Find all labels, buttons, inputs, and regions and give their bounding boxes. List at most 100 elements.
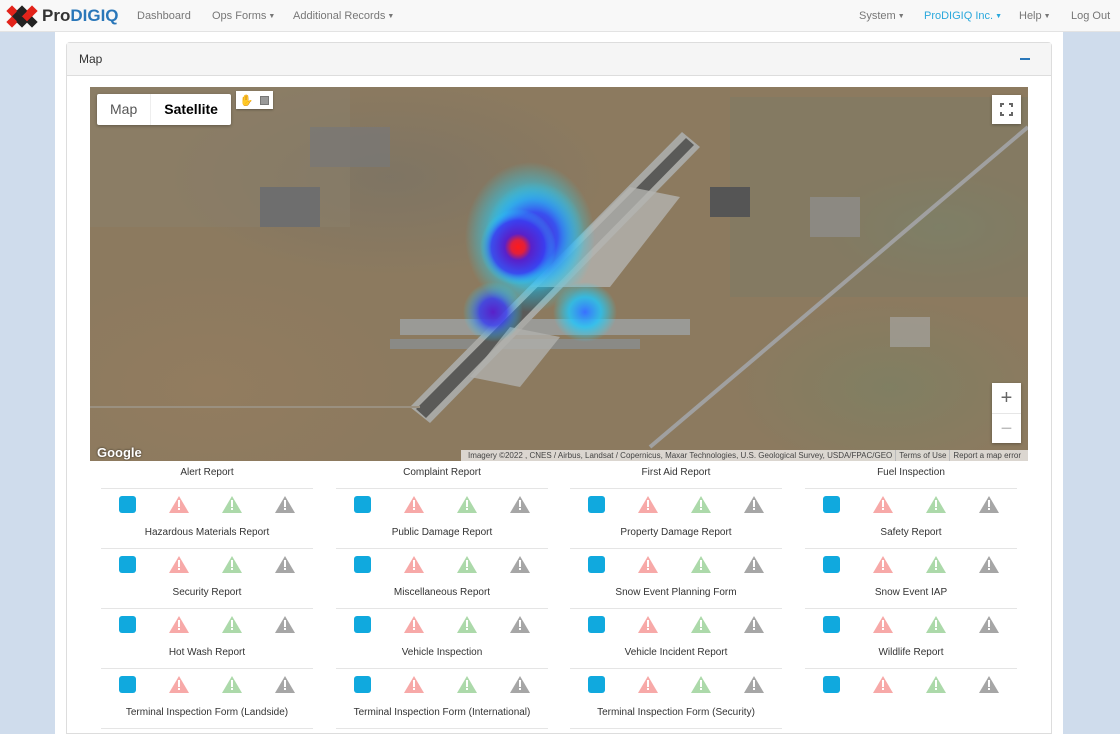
hangar — [710, 187, 750, 217]
divider — [336, 548, 548, 549]
map-type-map[interactable]: Map — [110, 101, 138, 117]
blue-square-icon[interactable] — [588, 675, 605, 693]
report-name: Terminal Inspection Form (International) — [353, 707, 531, 718]
terms-link[interactable]: Terms of Use — [896, 450, 951, 461]
report-icon-row — [805, 614, 1017, 634]
caret-down-icon: ▼ — [1043, 13, 1051, 20]
green-warning-icon[interactable] — [926, 675, 946, 693]
red-warning-icon[interactable] — [169, 555, 189, 573]
report-error-link[interactable]: Report a map error — [953, 451, 1021, 460]
taxiway — [400, 319, 690, 335]
green-warning-icon[interactable] — [691, 615, 711, 633]
red-warning-icon[interactable] — [638, 615, 658, 633]
gray-warning-icon[interactable] — [510, 495, 530, 513]
blue-square-icon[interactable] — [823, 495, 840, 513]
prodigiq-logo[interactable]: ProDIGIQ — [6, 5, 119, 28]
red-warning-icon[interactable] — [169, 495, 189, 513]
red-warning-icon[interactable] — [873, 615, 893, 633]
red-warning-icon[interactable] — [638, 495, 658, 513]
fullscreen-button[interactable] — [992, 95, 1021, 124]
gray-warning-icon[interactable] — [275, 495, 295, 513]
gray-warning-icon[interactable] — [744, 555, 764, 573]
nav-company[interactable]: ProDIGIQ Inc. ▼ — [924, 10, 1003, 22]
report-name: Wildlife Report — [878, 647, 944, 658]
green-warning-icon[interactable] — [457, 675, 477, 693]
red-warning-icon[interactable] — [169, 615, 189, 633]
blue-square-icon[interactable] — [588, 615, 605, 633]
nav-ops-forms[interactable]: Ops Forms ▼ — [212, 10, 276, 22]
red-warning-icon[interactable] — [873, 555, 893, 573]
red-warning-icon[interactable] — [638, 555, 658, 573]
red-warning-icon[interactable] — [404, 615, 424, 633]
red-warning-icon[interactable] — [873, 675, 893, 693]
gray-warning-icon[interactable] — [979, 555, 999, 573]
imagery-credit: Imagery ©2022 , CNES / Airbus, Landsat /… — [465, 450, 897, 461]
google-logo: Google — [97, 445, 142, 460]
zoom-in-button[interactable]: + — [1000, 387, 1013, 409]
gray-warning-icon[interactable] — [979, 615, 999, 633]
blue-square-icon[interactable] — [354, 555, 371, 573]
green-warning-icon[interactable] — [926, 495, 946, 513]
red-warning-icon[interactable] — [404, 495, 424, 513]
red-warning-icon[interactable] — [404, 555, 424, 573]
green-warning-icon[interactable] — [457, 495, 477, 513]
blue-square-icon[interactable] — [119, 555, 136, 573]
green-warning-icon[interactable] — [222, 495, 242, 513]
report-legend-item: Terminal Inspection Form (Security) — [570, 705, 782, 734]
report-icon-row — [570, 674, 782, 694]
blue-square-icon[interactable] — [823, 675, 840, 693]
blue-square-icon[interactable] — [588, 555, 605, 573]
blue-square-icon[interactable] — [119, 675, 136, 693]
green-warning-icon[interactable] — [691, 675, 711, 693]
gray-warning-icon[interactable] — [744, 495, 764, 513]
caret-down-icon: ▼ — [897, 13, 905, 20]
nav-additional-records[interactable]: Additional Records ▼ — [293, 10, 395, 22]
drawing-tools: ✋ — [236, 91, 273, 109]
map-type-satellite[interactable]: Satellite — [150, 94, 231, 125]
blue-square-icon[interactable] — [823, 555, 840, 573]
building-lot — [260, 187, 320, 227]
gray-warning-icon[interactable] — [275, 555, 295, 573]
red-warning-icon[interactable] — [169, 675, 189, 693]
blue-square-icon[interactable] — [354, 675, 371, 693]
gray-warning-icon[interactable] — [275, 615, 295, 633]
gray-warning-icon[interactable] — [510, 555, 530, 573]
green-warning-icon[interactable] — [222, 615, 242, 633]
report-legend-item: Vehicle Inspection — [336, 645, 548, 694]
blue-square-icon[interactable] — [588, 495, 605, 513]
red-warning-icon[interactable] — [873, 495, 893, 513]
nav-logout[interactable]: Log Out — [1071, 10, 1111, 22]
gray-warning-icon[interactable] — [510, 675, 530, 693]
gray-warning-icon[interactable] — [744, 615, 764, 633]
blue-square-icon[interactable] — [354, 495, 371, 513]
red-warning-icon[interactable] — [638, 675, 658, 693]
hand-pan-icon[interactable]: ✋ — [239, 94, 254, 107]
green-warning-icon[interactable] — [457, 615, 477, 633]
green-warning-icon[interactable] — [222, 675, 242, 693]
gray-warning-icon[interactable] — [275, 675, 295, 693]
blue-square-icon[interactable] — [354, 615, 371, 633]
gray-warning-icon[interactable] — [979, 495, 999, 513]
green-warning-icon[interactable] — [222, 555, 242, 573]
green-warning-icon[interactable] — [691, 495, 711, 513]
divider — [570, 488, 782, 489]
green-warning-icon[interactable] — [926, 555, 946, 573]
red-warning-icon[interactable] — [404, 675, 424, 693]
draw-rectangle-icon[interactable] — [260, 95, 270, 105]
divider — [336, 668, 548, 669]
green-warning-icon[interactable] — [691, 555, 711, 573]
gray-warning-icon[interactable] — [979, 675, 999, 693]
zoom-out-button[interactable]: − — [992, 413, 1021, 443]
gray-warning-icon[interactable] — [510, 615, 530, 633]
collapse-minus-icon[interactable] — [1020, 58, 1030, 60]
green-warning-icon[interactable] — [457, 555, 477, 573]
nav-system[interactable]: System ▼ — [859, 10, 905, 22]
blue-square-icon[interactable] — [119, 495, 136, 513]
blue-square-icon[interactable] — [823, 615, 840, 633]
satellite-map[interactable]: Map Satellite ✋ + − Google Imagery ©2022… — [90, 87, 1028, 461]
blue-square-icon[interactable] — [119, 615, 136, 633]
nav-help[interactable]: Help ▼ — [1019, 10, 1051, 22]
nav-dashboard[interactable]: Dashboard — [137, 10, 191, 22]
green-warning-icon[interactable] — [926, 615, 946, 633]
gray-warning-icon[interactable] — [744, 675, 764, 693]
